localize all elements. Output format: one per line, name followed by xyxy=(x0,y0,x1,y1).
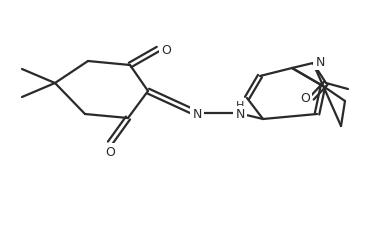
Text: N: N xyxy=(315,56,325,69)
Text: H: H xyxy=(236,100,244,110)
Text: N: N xyxy=(235,108,245,121)
Text: O: O xyxy=(300,92,310,105)
Text: N: N xyxy=(192,108,202,121)
Text: O: O xyxy=(105,145,115,158)
Text: O: O xyxy=(161,43,171,56)
